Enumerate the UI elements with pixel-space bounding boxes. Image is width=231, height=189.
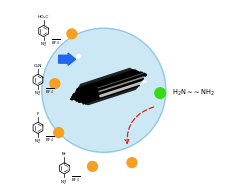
Text: $\overline{\rm BF_4}$: $\overline{\rm BF_4}$	[51, 39, 60, 48]
Circle shape	[66, 28, 77, 40]
FancyArrow shape	[58, 53, 75, 65]
Text: $\overline{\rm BF_4}$: $\overline{\rm BF_4}$	[45, 136, 54, 145]
Circle shape	[49, 78, 60, 89]
Text: N$_2^+$: N$_2^+$	[34, 137, 42, 146]
Text: N$_2^+$: N$_2^+$	[34, 89, 42, 98]
Circle shape	[86, 161, 98, 172]
Text: $\overline{\rm BF_4}$: $\overline{\rm BF_4}$	[71, 176, 80, 185]
Circle shape	[42, 28, 165, 152]
Text: N$_2^+$: N$_2^+$	[40, 40, 47, 49]
Text: $\overline{\rm BF_4}$: $\overline{\rm BF_4}$	[45, 88, 54, 97]
Circle shape	[53, 127, 64, 138]
Text: F: F	[36, 112, 39, 116]
Text: Br: Br	[62, 152, 66, 156]
Text: H$_2$N$\mathsf{\sim\!\sim}$NH$_2$: H$_2$N$\mathsf{\sim\!\sim}$NH$_2$	[172, 87, 214, 98]
Text: N$_2^+$: N$_2^+$	[60, 178, 68, 187]
Circle shape	[126, 157, 137, 168]
Text: O₂N: O₂N	[34, 64, 42, 68]
Text: HO₂C: HO₂C	[38, 15, 49, 19]
Circle shape	[154, 87, 165, 99]
